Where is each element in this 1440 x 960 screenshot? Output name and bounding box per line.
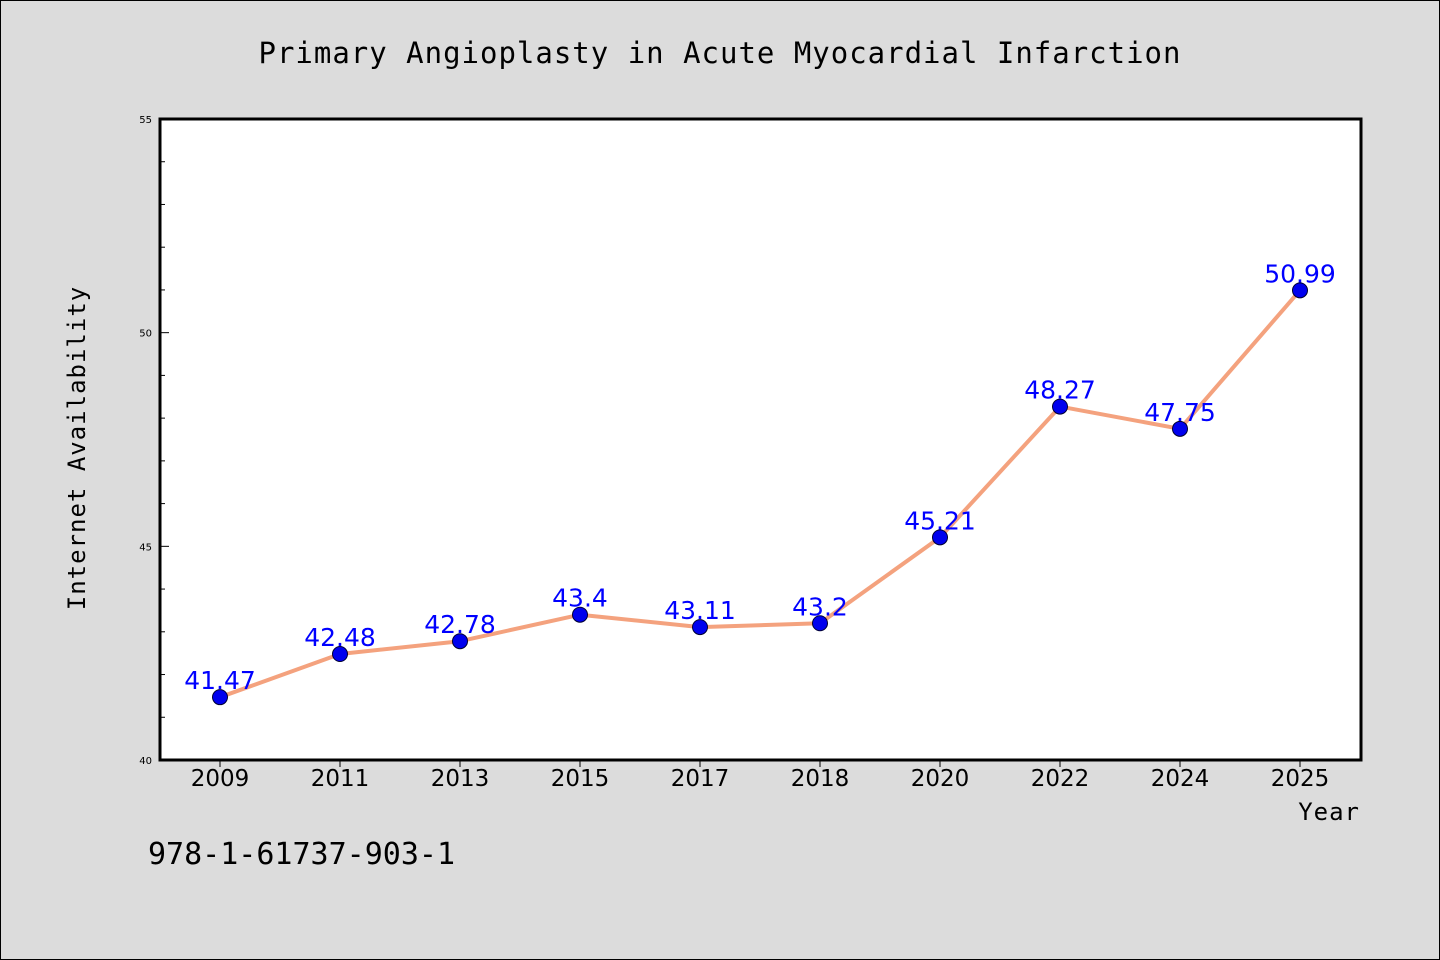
data-point: [932, 529, 948, 546]
chart-title: Primary Angioplasty in Acute Myocardial …: [259, 36, 1182, 70]
data-label: 41.47: [184, 666, 256, 695]
y-tick-label: 40: [139, 756, 152, 767]
data-label: 45.21: [904, 506, 976, 535]
data-point: [1172, 420, 1188, 437]
data-point: [812, 615, 828, 632]
x-axis: 2009 2011 2013 2015 2017 2018 2020 2022 2024 2025: [191, 760, 1330, 792]
data-point: [572, 606, 588, 623]
x-tick-label: 2013: [431, 766, 490, 792]
x-tick-label: 2022: [1031, 766, 1090, 792]
x-tick-label: 2009: [191, 766, 250, 792]
x-axis-label: Year: [1298, 798, 1360, 826]
data-label: 43.2: [792, 592, 848, 621]
data-point: [212, 689, 228, 706]
data-point: [1292, 282, 1308, 299]
data-label: 47.75: [1144, 398, 1216, 427]
y-axis: 40 45 50 55: [139, 115, 169, 767]
y-axis-label: Internet Availability: [63, 286, 91, 610]
y-tick-label: 50: [139, 329, 152, 340]
data-point: [332, 646, 348, 663]
x-tick-label: 2015: [551, 766, 610, 792]
series: 41.47 42.48 42.78 43.4 43.11 43.2 45.21 48.27 47…: [184, 259, 1336, 706]
series-line: [218, 288, 1302, 700]
data-label: 50.99: [1264, 259, 1336, 288]
x-tick-label: 2020: [911, 766, 970, 792]
x-tick-label: 2025: [1271, 766, 1330, 792]
x-tick-label: 2024: [1151, 766, 1210, 792]
isbn-footer: 978-1-61737-903-1: [148, 837, 455, 872]
data-point: [452, 633, 468, 650]
data-point: [1052, 398, 1068, 415]
x-tick-label: 2017: [671, 766, 730, 792]
y-tick-label: 45: [139, 542, 152, 553]
data-label: 42.78: [424, 610, 496, 639]
plot-area: [158, 117, 1363, 762]
data-label: 48.27: [1024, 376, 1096, 405]
data-label: 43.11: [664, 596, 736, 625]
y-tick-label: 55: [139, 115, 152, 126]
x-tick-label: 2011: [311, 766, 370, 792]
x-tick-label: 2018: [791, 766, 850, 792]
data-label: 42.48: [304, 623, 376, 652]
data-label: 43.4: [552, 584, 608, 613]
data-point: [692, 619, 708, 636]
